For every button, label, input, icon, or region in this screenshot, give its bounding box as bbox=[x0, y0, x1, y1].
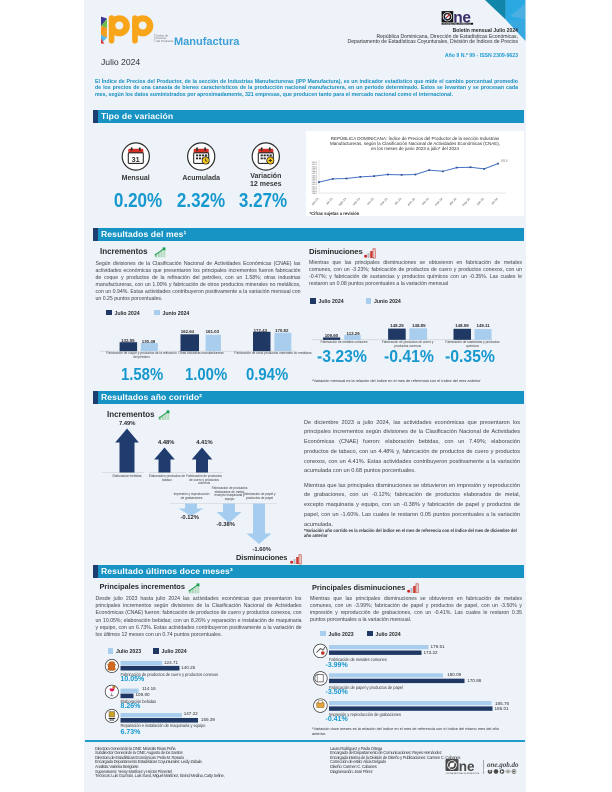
svg-text:31: 31 bbox=[132, 155, 140, 164]
svg-text:feb-24: feb-24 bbox=[421, 197, 430, 206]
svg-text:one.gob.do: one.gob.do bbox=[487, 761, 519, 769]
svg-text:151.0: 151.0 bbox=[312, 164, 318, 166]
svg-text:143.0: 143.0 bbox=[312, 182, 318, 184]
svg-text:151.5: 151.5 bbox=[501, 159, 508, 163]
svg-text:148.0: 148.0 bbox=[312, 171, 318, 173]
svg-text:jul-23: jul-23 bbox=[325, 197, 334, 206]
svg-text:147.0: 147.0 bbox=[312, 173, 318, 175]
svg-text:144.0: 144.0 bbox=[312, 180, 318, 182]
svg-text:ene-24: ene-24 bbox=[406, 197, 416, 207]
svg-text:oct-23: oct-23 bbox=[366, 197, 375, 206]
svg-text:Índice de: Índice de bbox=[156, 33, 168, 37]
svg-text:dic-23: dic-23 bbox=[394, 197, 403, 206]
svg-text:139.0: 139.0 bbox=[312, 191, 318, 193]
svg-text:149.0: 149.0 bbox=[312, 169, 318, 171]
svg-text:140.0: 140.0 bbox=[312, 189, 318, 191]
svg-text:Precios: Precios bbox=[156, 36, 166, 40]
svg-text:del Productor: del Productor bbox=[156, 39, 173, 43]
svg-text:146.0: 146.0 bbox=[312, 175, 318, 177]
svg-text:138.0: 138.0 bbox=[312, 193, 318, 195]
svg-text:142.0: 142.0 bbox=[312, 184, 318, 186]
svg-text:ne: ne bbox=[453, 10, 471, 26]
svg-text:145.0: 145.0 bbox=[312, 178, 318, 180]
svg-text:OFICINA NACIONAL DE ESTADÍSTIC: OFICINA NACIONAL DE ESTADÍSTICA bbox=[446, 772, 480, 775]
svg-text:abr-24: abr-24 bbox=[448, 197, 457, 206]
svg-text:ne: ne bbox=[459, 759, 475, 774]
svg-text:nov-23: nov-23 bbox=[379, 197, 389, 207]
svg-text:jun-23: jun-23 bbox=[310, 197, 320, 207]
svg-text:jul-24: jul-24 bbox=[490, 197, 499, 206]
svg-text:141.0: 141.0 bbox=[312, 186, 318, 188]
svg-text:150.0: 150.0 bbox=[312, 166, 318, 168]
svg-text:ago-23: ago-23 bbox=[338, 197, 348, 207]
svg-text:152.0: 152.0 bbox=[312, 162, 318, 164]
svg-text:may-24: may-24 bbox=[461, 197, 471, 207]
svg-text:jun-24: jun-24 bbox=[475, 197, 485, 207]
svg-text:OFICINA NACIONAL DE ESTADÍSTIC: OFICINA NACIONAL DE ESTADÍSTICA bbox=[442, 22, 471, 25]
svg-text:mar-24: mar-24 bbox=[434, 197, 444, 207]
svg-text:sep-23: sep-23 bbox=[351, 197, 361, 207]
